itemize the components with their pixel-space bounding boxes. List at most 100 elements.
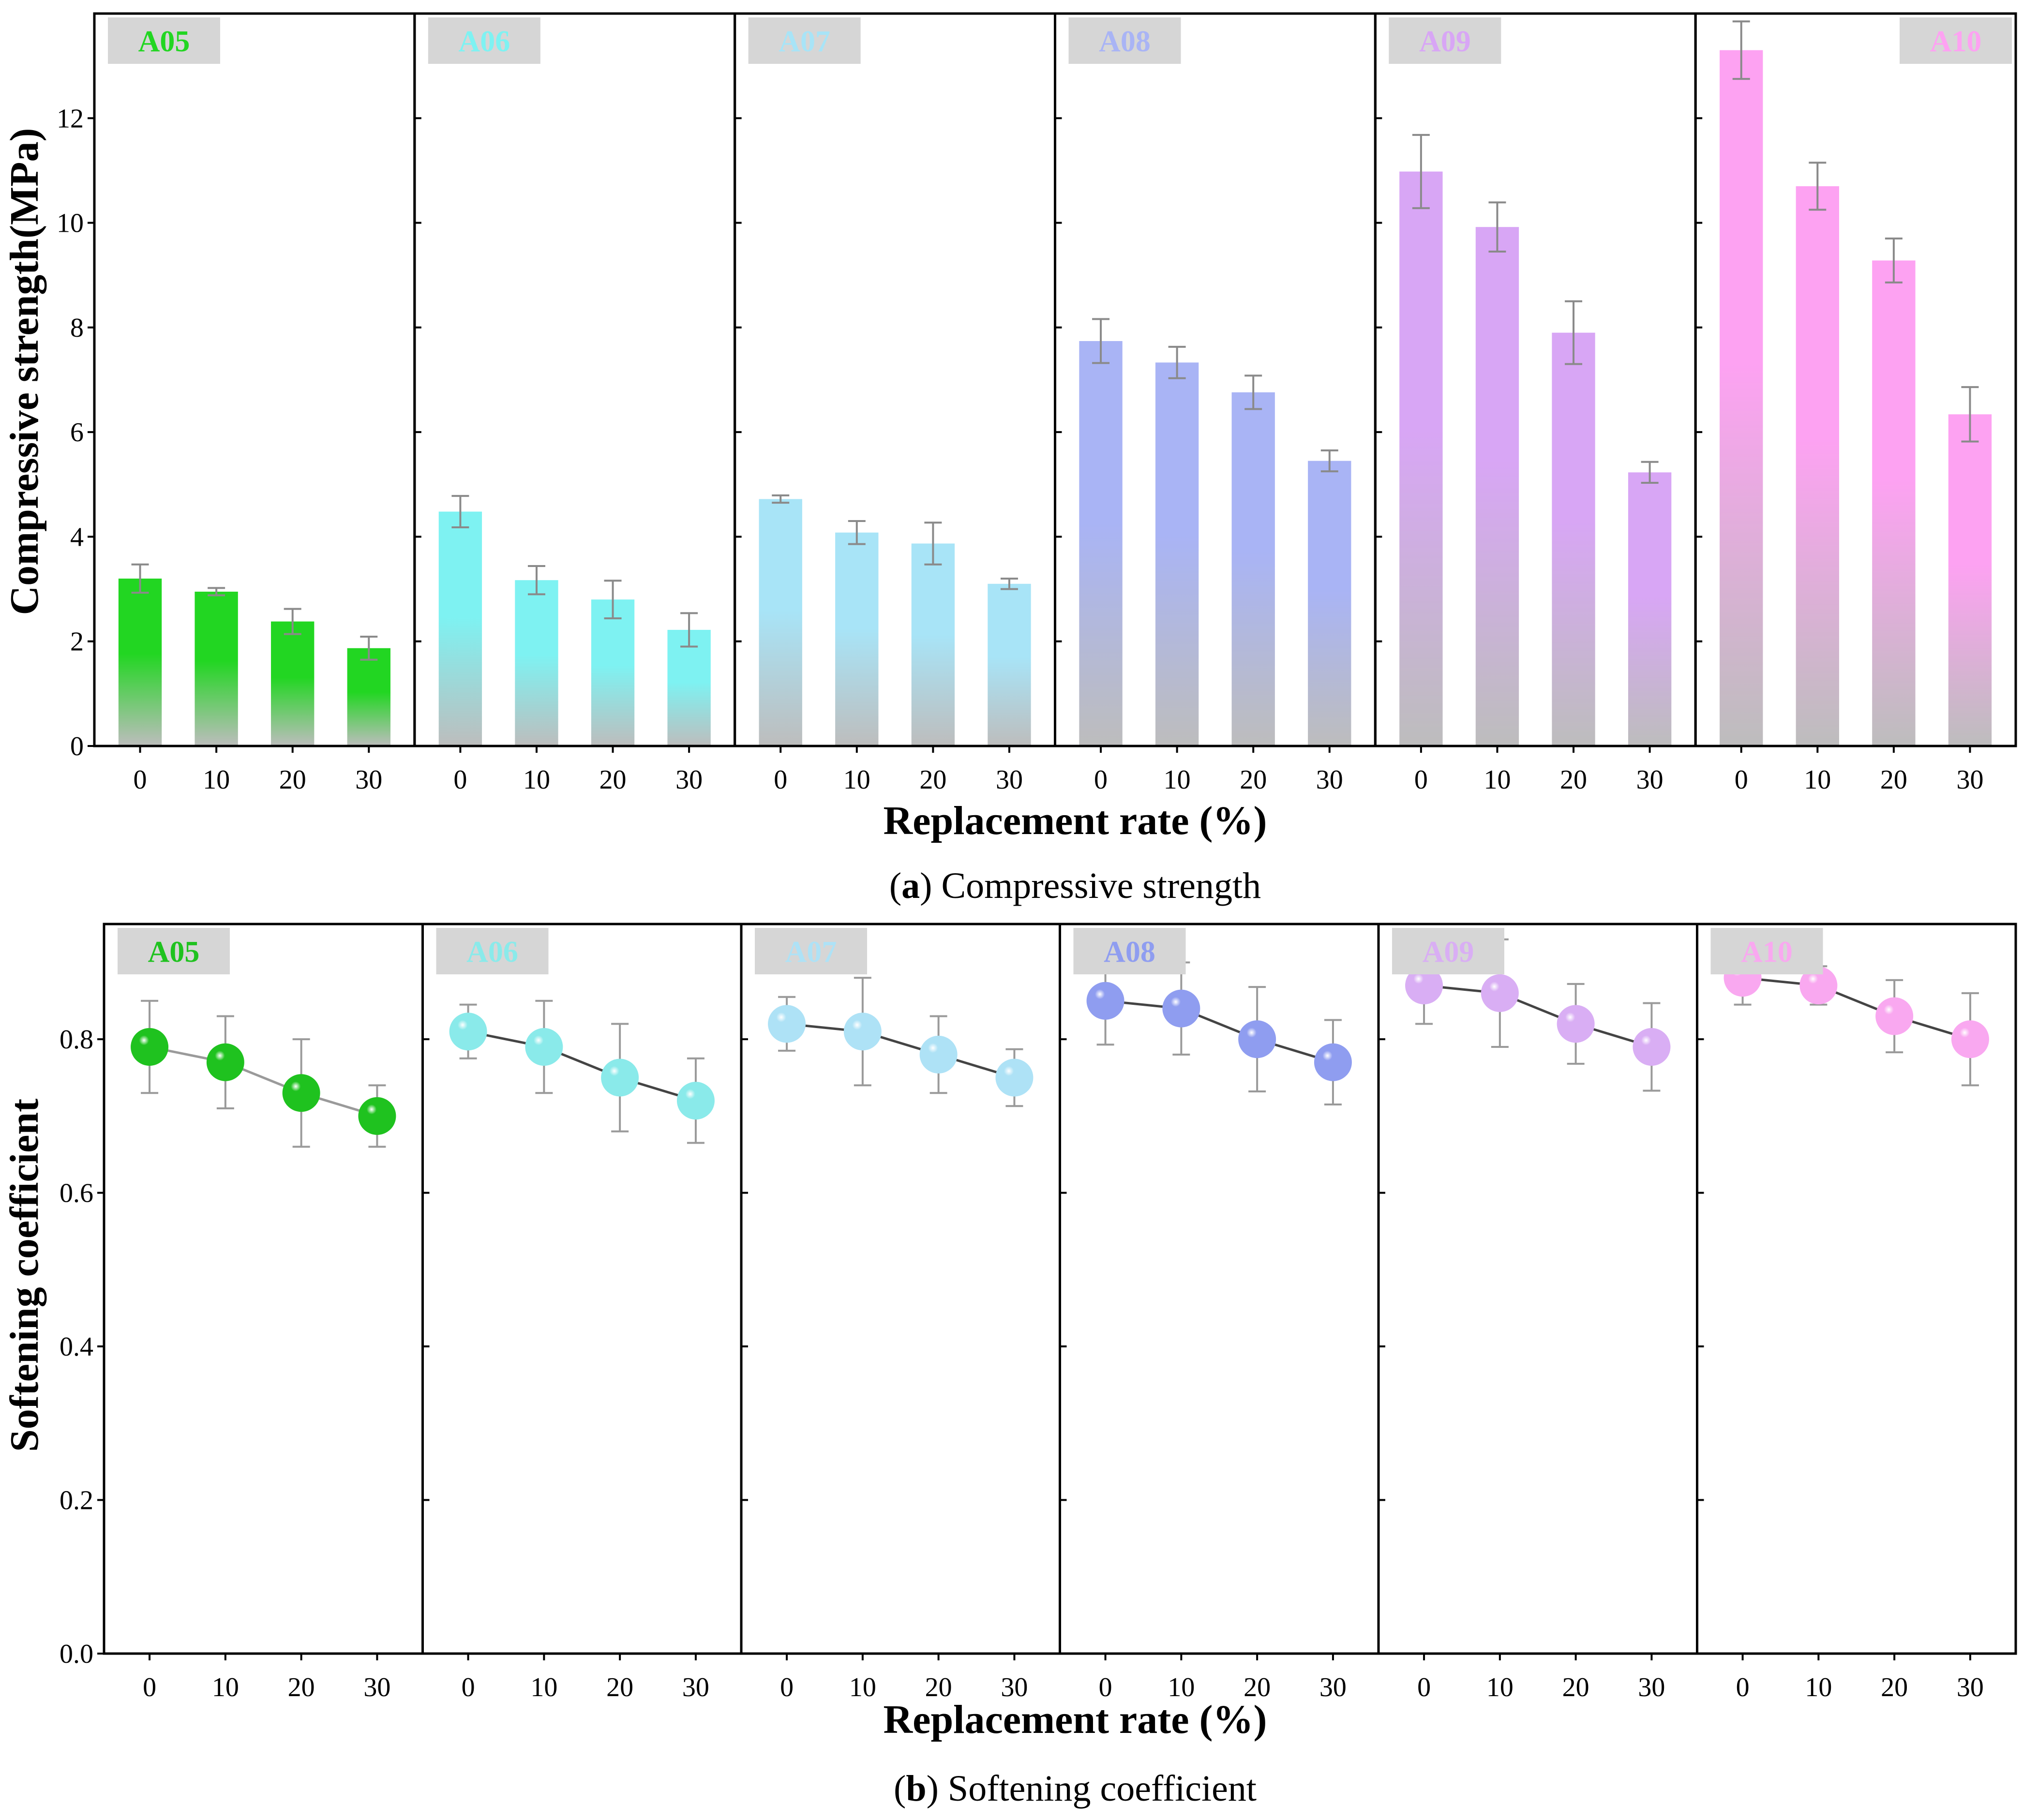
chart-a-xtick-label: 30	[675, 765, 703, 795]
chart-b-panel-a05: A05	[103, 923, 424, 1655]
chart-b-xtick-label: 20	[1244, 1672, 1271, 1702]
chart-a-caption-text: Compressive strength	[932, 865, 1261, 906]
panel-label-a05: A05	[138, 25, 190, 58]
chart-b-panel-a06: A06	[421, 923, 743, 1655]
bar-a08-20	[1231, 392, 1275, 746]
chart-a-xtick-label: 20	[1560, 765, 1587, 795]
chart-b-ytick-label: 0.4	[60, 1332, 93, 1362]
panel-label-a10: A10	[1930, 25, 1982, 58]
chart-a-ytick-label: 2	[70, 627, 84, 657]
chart-b-xtick-label: 10	[1168, 1672, 1195, 1702]
chart-a-xtick-label: 10	[1484, 765, 1511, 795]
series-line-a08	[1105, 1000, 1334, 1064]
panel-label-a07: A07	[779, 25, 830, 58]
series-line-a07	[786, 1022, 1015, 1079]
chart-b-xtick-label: 0	[1099, 1672, 1112, 1702]
chart-a-caption-letter: a	[901, 865, 920, 906]
point-a05-20	[282, 1074, 320, 1112]
point-a09-30	[1633, 1028, 1671, 1066]
chart-a-xlabel: Replacement rate (%)	[884, 798, 1267, 843]
panel-label-badge	[1068, 17, 1181, 64]
chart-b-caption: (b) Softening coefficient	[894, 1768, 1257, 1809]
chart-b-xtick-label: 30	[1638, 1672, 1665, 1702]
point-a08-30	[1314, 1043, 1352, 1081]
chart-a-caption: (a) Compressive strength	[889, 865, 1261, 906]
point-a08-0	[1086, 982, 1124, 1020]
compressive-strength-chart: Compressive strength(MPa) 0 2 4 6 8 10 12 A05 A…	[2, 12, 2017, 906]
bar-a08-10	[1155, 362, 1199, 746]
chart-a-panel-a09: A09	[1374, 12, 1697, 747]
point-a07-0	[768, 1005, 806, 1043]
chart-a-ytick-label: 8	[70, 313, 84, 343]
chart-b-xtick-label: 20	[606, 1672, 633, 1702]
series-line-a06	[468, 1030, 696, 1102]
chart-b-ytick-label: 0.2	[60, 1486, 93, 1516]
softening-coefficient-chart: Softening coefficient 0.0 0.2 0.4 0.6 0.8 A0…	[2, 923, 2017, 1809]
chart-b-xtick-label: 10	[530, 1672, 557, 1702]
point-a07-10	[843, 1013, 882, 1051]
point-a07-30	[995, 1059, 1034, 1097]
chart-b-xtick-label: 10	[849, 1672, 876, 1702]
panel-label-a08: A08	[1099, 25, 1151, 58]
chart-a-panel-a10: A10	[1694, 12, 2017, 747]
chart-a-xtick-label: 0	[453, 765, 467, 795]
bar-a06-0	[438, 511, 482, 746]
chart-a-xtick-label: 30	[1956, 765, 1983, 795]
chart-b-ytick-label: 0.8	[60, 1025, 93, 1055]
bar-a08-0	[1079, 341, 1123, 746]
panel-label-badge	[1900, 17, 2012, 64]
panel-frame	[1694, 12, 2017, 747]
panel-label-a06: A06	[458, 25, 510, 58]
chart-a-xtick-label: 30	[996, 765, 1023, 795]
panel-label-a10: A10	[1741, 936, 1793, 969]
chart-b-xtick-label: 20	[1881, 1672, 1908, 1702]
panel-label-badge	[1073, 928, 1186, 974]
chart-b-xtick-label: 10	[212, 1672, 239, 1702]
panel-label-a05: A05	[148, 936, 200, 969]
chart-b-xtick-label: 10	[1805, 1672, 1832, 1702]
point-a08-10	[1162, 989, 1200, 1028]
chart-b-xtick-label: 0	[1736, 1672, 1750, 1702]
panel-label-badge	[428, 17, 540, 64]
bar-a09-10	[1475, 227, 1519, 746]
panel-frame	[1059, 923, 1380, 1655]
point-a09-10	[1481, 974, 1519, 1012]
bar-a10-30	[1948, 414, 1992, 746]
point-a06-20	[601, 1059, 639, 1097]
panel-label-a09: A09	[1419, 25, 1471, 58]
panel-label-badge	[436, 928, 549, 974]
chart-a-panel-a08: A08	[1054, 12, 1377, 747]
chart-a-ytick-label: 6	[70, 418, 84, 448]
bar-a10-0	[1720, 50, 1763, 746]
chart-b-ytick-label: 0.0	[60, 1639, 93, 1669]
chart-a-ytick-label: 0	[70, 731, 84, 761]
bar-a06-10	[515, 580, 558, 746]
chart-b-panel-a10: A10	[1696, 923, 2017, 1655]
chart-b-xtick-label: 0	[1417, 1672, 1431, 1702]
chart-a-ytick-label: 12	[57, 104, 84, 134]
point-a06-0	[449, 1013, 487, 1051]
bar-a06-20	[591, 599, 635, 746]
point-a06-30	[676, 1082, 715, 1120]
panel-label-badge	[748, 17, 861, 64]
chart-b-xtick-label: 30	[363, 1672, 390, 1702]
bar-a09-20	[1552, 332, 1595, 746]
chart-a-xtick-label: 10	[1164, 765, 1191, 795]
bar-a07-0	[759, 499, 802, 746]
panel-label-a07: A07	[785, 936, 837, 969]
chart-a-xtick-label: 10	[203, 765, 230, 795]
chart-a-xtick-label: 30	[355, 765, 382, 795]
bar-a07-10	[835, 532, 879, 746]
chart-a-xtick-label: 30	[1636, 765, 1663, 795]
panel-label-a06: A06	[466, 936, 518, 969]
panel-label-badge	[1710, 928, 1823, 974]
chart-a-xtick-label: 20	[919, 765, 946, 795]
bar-a05-10	[195, 591, 238, 746]
chart-a-xtick-label: 0	[1414, 765, 1428, 795]
point-a10-30	[1951, 1020, 1989, 1059]
chart-b-xtick-label: 0	[143, 1672, 156, 1702]
chart-b-xtick-label: 0	[780, 1672, 794, 1702]
series-line-a09	[1424, 984, 1652, 1048]
chart-b-xtick-label: 30	[1001, 1672, 1028, 1702]
bar-a05-20	[271, 621, 315, 746]
